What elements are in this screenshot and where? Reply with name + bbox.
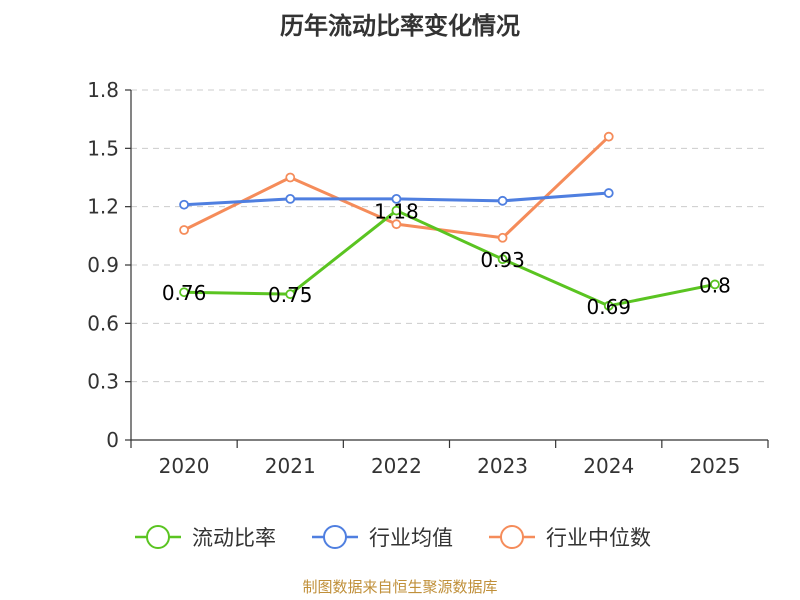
y-tick-label: 1.8 (87, 78, 119, 102)
data-point[interactable] (391, 205, 402, 216)
data-point[interactable] (497, 232, 508, 243)
data-point[interactable] (391, 193, 402, 204)
legend-label: 行业中位数 (546, 526, 651, 550)
series-layer (179, 131, 720, 311)
x-tick-label: 2024 (583, 454, 634, 478)
chart-title: 历年流动比率变化情况 (280, 12, 520, 40)
y-tick-label: 0.3 (87, 370, 119, 394)
data-point[interactable] (285, 193, 296, 204)
data-label: 1.18 (374, 200, 419, 224)
data-point[interactable] (497, 195, 508, 206)
y-tick-label: 1.2 (87, 195, 119, 219)
legend-marker (146, 525, 170, 549)
data-point[interactable] (497, 254, 508, 265)
x-tick-label: 2020 (159, 454, 210, 478)
y-tick-label: 1.5 (87, 136, 119, 160)
legend-marker (323, 525, 347, 549)
legend-item-0[interactable]: 流动比率 (135, 525, 276, 550)
data-point[interactable] (391, 219, 402, 230)
y-tick-label: 0.6 (87, 311, 119, 335)
data-point[interactable] (603, 300, 614, 311)
data-label: 0.75 (268, 283, 313, 307)
legend[interactable]: 流动比率 行业均值 行业中位数 (135, 525, 651, 550)
data-point[interactable] (179, 199, 189, 210)
y-tick-label: 0 (106, 428, 119, 452)
legend-label: 流动比率 (192, 526, 276, 550)
data-point[interactable] (285, 172, 296, 183)
data-point[interactable] (179, 287, 189, 298)
data-point[interactable] (603, 188, 614, 198)
data-label: 0.93 (480, 248, 525, 272)
data-point[interactable] (603, 131, 614, 142)
legend-item-2[interactable]: 行业中位数 (489, 525, 651, 550)
legend-marker (500, 525, 524, 549)
data-labels: 0.76 0.75 1.18 0.93 0.69 0.8 (162, 200, 731, 319)
grid-lines (131, 89, 768, 383)
data-label: 0.8 (699, 273, 731, 297)
legend-item-1[interactable]: 行业均值 (312, 525, 453, 550)
x-tick-label: 2022 (371, 454, 422, 478)
data-label: 0.76 (162, 281, 207, 305)
x-tick-label: 2025 (689, 454, 740, 478)
data-label: 0.69 (586, 295, 631, 319)
source-note: 制图数据来自恒生聚源数据库 (302, 578, 497, 596)
x-tick-label: 2023 (477, 454, 528, 478)
data-point[interactable] (179, 225, 189, 235)
data-point[interactable] (285, 289, 296, 300)
legend-label: 行业均值 (369, 526, 453, 550)
series-line-0 (184, 209, 716, 308)
y-tick-label: 0.9 (87, 253, 119, 277)
axes: 0 0.3 0.6 0.9 1.2 1.5 1.8 2020 2021 2022 2023 2024 2… (87, 78, 769, 478)
x-tick-label: 2021 (265, 454, 316, 478)
data-point[interactable] (710, 279, 720, 290)
